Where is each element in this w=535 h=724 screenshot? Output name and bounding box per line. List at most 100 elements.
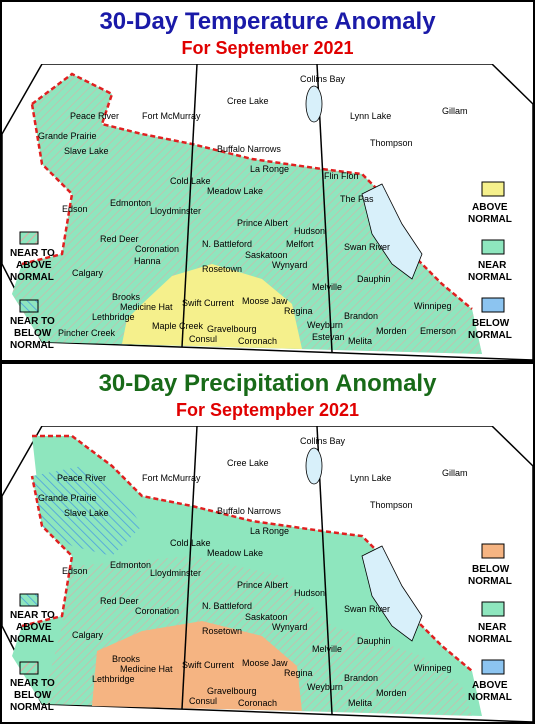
legend-near-normal-line2: NORMAL <box>468 272 512 283</box>
city-brandon-2: Brandon <box>344 673 378 683</box>
city-edmonton: Edmonton <box>110 198 151 208</box>
city-thompson: Thompson <box>370 138 413 148</box>
city-emerson: Emerson <box>420 326 456 336</box>
city-n-battleford-2: N. Battleford <box>202 601 252 611</box>
precip-below-normal-region <box>92 621 302 711</box>
city-flin-flon: Flin Flon <box>324 171 359 181</box>
precipitation-panel: 30-Day Precipitation Anomaly For Septemp… <box>0 362 535 724</box>
city-medicine-hat: Medicine Hat <box>120 302 173 312</box>
temperature-panel: 30-Day Temperature Anomaly For September… <box>0 0 535 362</box>
temperature-anomaly-boundary-west <box>21 103 74 266</box>
legend-near-to-below-line3: NORMAL <box>10 340 54 351</box>
temperature-near-to-above-hatch <box>12 74 482 354</box>
city-maple-creek: Maple Creek <box>152 321 204 331</box>
legend-precip-near-normal-line1: NEAR <box>478 622 507 633</box>
city-melita: Melita <box>348 336 372 346</box>
city-peace-river-2: Peace River <box>57 473 106 483</box>
city-calgary: Calgary <box>72 268 104 278</box>
legend-above-normal-line2: NORMAL <box>468 214 512 225</box>
city-lloydminster-2: Lloydminster <box>150 568 201 578</box>
lake-winnipeg-2 <box>361 545 423 642</box>
legend-near-to-above-line1: NEAR TO <box>10 248 55 259</box>
ab-sk-border <box>181 64 198 348</box>
city-lynn-lake-2: Lynn Lake <box>350 473 391 483</box>
city-melville: Melville <box>312 282 342 292</box>
legend-near-normal-swatch <box>481 239 505 255</box>
city-gillam: Gillam <box>442 106 468 116</box>
city-brooks: Brooks <box>112 292 141 302</box>
city-cold-lake: Cold Lake <box>170 176 211 186</box>
legend-near-normal-line1: NEAR <box>478 260 507 271</box>
legend-below-normal-line2: NORMAL <box>468 330 512 341</box>
city-weyburn-2: Weyburn <box>307 682 343 692</box>
legend-precip-near-to-above-line3: NORMAL <box>10 634 54 645</box>
legend-precip-near-normal-swatch <box>481 601 505 617</box>
city-collins-bay-2: Collins Bay <box>300 436 346 446</box>
legend-precip-above-normal-line1: ABOVE <box>472 680 508 691</box>
city-swan-river: Swan River <box>344 242 390 252</box>
city-medicine-hat-2: Medicine Hat <box>120 664 173 674</box>
precip-anomaly-boundary-west <box>21 475 74 628</box>
legend-near-to-above-swatch <box>19 231 39 245</box>
legend-precip-below-normal-line1: BELOW <box>472 564 510 575</box>
city-cold-lake-2: Cold Lake <box>170 538 211 548</box>
city-winnipeg: Winnipeg <box>414 301 452 311</box>
city-grande-prairie-2: Grande Prairie <box>38 493 97 503</box>
city-lynn-lake: Lynn Lake <box>350 111 391 121</box>
city-meadow-lake-2: Meadow Lake <box>207 548 263 558</box>
ab-sk-border-2 <box>181 426 198 710</box>
city-lloydminster: Lloydminster <box>150 206 201 216</box>
city-lethbridge-2: Lethbridge <box>92 674 135 684</box>
city-moose-jaw-2: Moose Jaw <box>242 658 288 668</box>
city-dauphin: Dauphin <box>357 274 391 284</box>
legend-precip-below-normal-line2: NORMAL <box>468 576 512 587</box>
city-red-deer-2: Red Deer <box>100 596 139 606</box>
city-consul: Consul <box>189 334 217 344</box>
city-buffalo-narrows: Buffalo Narrows <box>217 144 281 154</box>
lake-athabasca-region-2 <box>305 447 323 485</box>
city-fort-mcmurray-2: Fort McMurray <box>142 473 201 483</box>
city-saskatoon: Saskatoon <box>245 250 288 260</box>
city-edmonton-2: Edmonton <box>110 560 151 570</box>
lake-winnipeg <box>361 183 423 280</box>
city-cree-lake-2: Cree Lake <box>227 458 269 468</box>
city-estevan: Estevan <box>312 332 345 342</box>
temperature-above-normal-region <box>122 264 302 349</box>
legend-precip-near-to-above-swatch <box>19 593 39 607</box>
city-lethbridge: Lethbridge <box>92 312 135 322</box>
legend-near-to-above-line2: ABOVE <box>16 260 52 271</box>
city-rosetown-2: Rosetown <box>202 626 242 636</box>
temperature-subtitle: For September 2021 <box>181 38 354 58</box>
city-buffalo-narrows-2: Buffalo Narrows <box>217 506 281 516</box>
legend-near-to-below-line1: NEAR TO <box>10 316 55 327</box>
precip-near-to-above-region <box>32 466 142 556</box>
city-consul-2: Consul <box>189 696 217 706</box>
city-slave-lake-2: Slave Lake <box>64 508 109 518</box>
city-prince-albert-2: Prince Albert <box>237 580 289 590</box>
city-fort-mcmurray: Fort McMurray <box>142 111 201 121</box>
city-swift-current-2: Swift Current <box>182 660 235 670</box>
city-brooks-2: Brooks <box>112 654 141 664</box>
legend-precip-near-normal-line2: NORMAL <box>468 634 512 645</box>
city-red-deer: Red Deer <box>100 234 139 244</box>
city-regina-2: Regina <box>284 668 313 678</box>
legend-below-normal-line1: BELOW <box>472 318 510 329</box>
legend-precip-near-to-below-line1: NEAR TO <box>10 678 55 689</box>
city-peace-river: Peace River <box>70 111 119 121</box>
city-slave-lake: Slave Lake <box>64 146 109 156</box>
city-gravelbourg-2: Gravelbourg <box>207 686 257 696</box>
legend-near-to-above-line3: NORMAL <box>10 272 54 283</box>
city-gillam-2: Gillam <box>442 468 468 478</box>
legend-precip-near-to-below-line3: NORMAL <box>10 702 54 713</box>
city-weyburn: Weyburn <box>307 320 343 330</box>
city-coronation: Coronation <box>135 244 179 254</box>
city-la-ronge: La Ronge <box>250 164 289 174</box>
legend-precip-above-normal-swatch <box>481 659 505 675</box>
legend-precip-near-to-below-swatch <box>19 661 39 675</box>
city-collins-bay: Collins Bay <box>300 74 346 84</box>
city-gravelbourg: Gravelbourg <box>207 324 257 334</box>
city-morden-2: Morden <box>376 688 407 698</box>
legend-near-to-below-line2: BELOW <box>14 328 52 339</box>
lake-athabasca-region <box>305 85 323 123</box>
city-brandon: Brandon <box>344 311 378 321</box>
